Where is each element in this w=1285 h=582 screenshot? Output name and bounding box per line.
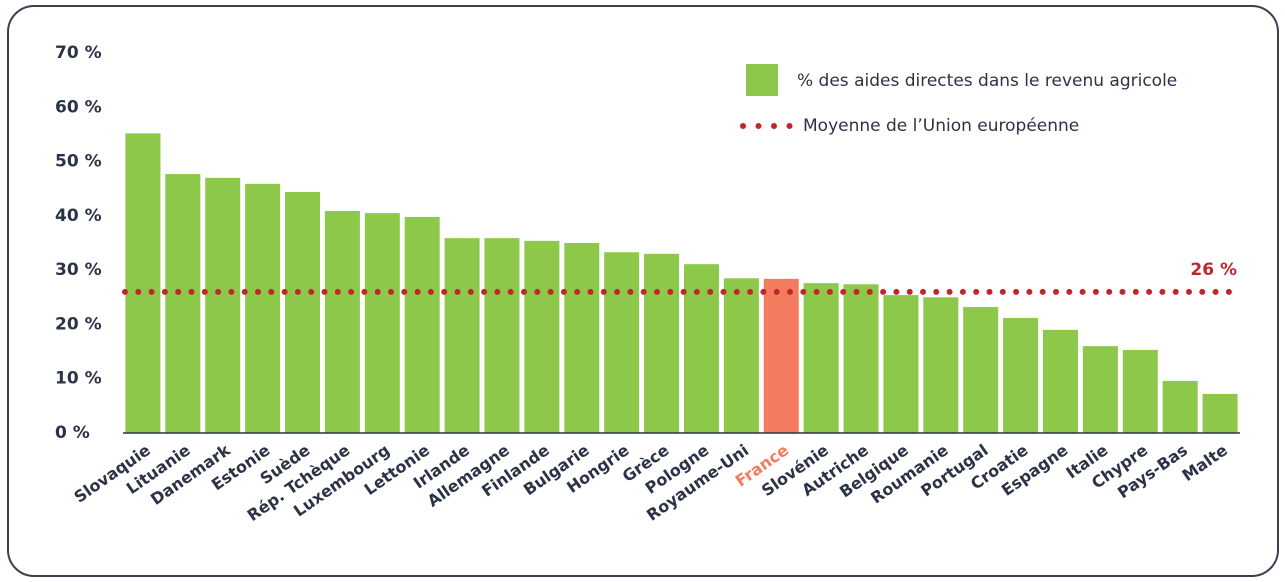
bar bbox=[404, 216, 440, 433]
bar bbox=[683, 264, 719, 433]
bar bbox=[205, 177, 241, 433]
y-tick-label: 40 % bbox=[55, 206, 102, 226]
bar bbox=[324, 210, 360, 433]
bar bbox=[245, 183, 281, 433]
y-tick-label: 60 % bbox=[55, 97, 102, 117]
bar bbox=[1162, 380, 1198, 433]
y-tick-label: 30 % bbox=[55, 260, 102, 280]
bar bbox=[444, 238, 480, 433]
bar bbox=[923, 297, 959, 433]
bar bbox=[883, 295, 919, 433]
bar bbox=[843, 284, 879, 433]
y-tick-label: 70 % bbox=[55, 43, 102, 63]
bar bbox=[285, 191, 321, 433]
bar bbox=[125, 133, 161, 434]
bar bbox=[524, 240, 560, 433]
bar bbox=[1003, 317, 1039, 433]
bar bbox=[364, 213, 400, 433]
y-tick-label: 20 % bbox=[55, 314, 102, 334]
legend-average-label: Moyenne de l’Union européenne bbox=[803, 116, 1079, 136]
bar bbox=[564, 243, 600, 433]
frame bbox=[7, 5, 1279, 577]
bar bbox=[604, 252, 640, 433]
legend-swatch bbox=[746, 64, 778, 96]
y-tick-label: 50 % bbox=[55, 152, 102, 172]
bar bbox=[165, 174, 201, 434]
y-tick-label: 10 % bbox=[55, 369, 102, 389]
bar bbox=[644, 253, 680, 433]
legend-label: % des aides directes dans le revenu agri… bbox=[797, 71, 1177, 91]
bar bbox=[763, 278, 799, 433]
bar bbox=[1042, 329, 1078, 433]
bar bbox=[1122, 349, 1158, 433]
bar bbox=[1082, 346, 1118, 433]
average-label: 26 % bbox=[1190, 260, 1237, 280]
bar bbox=[484, 238, 520, 433]
bar bbox=[723, 278, 759, 433]
bar bbox=[1202, 393, 1238, 433]
bar bbox=[803, 283, 839, 433]
y-tick-label: 0 % bbox=[55, 423, 90, 443]
x-tick-label: Malte bbox=[1178, 440, 1231, 485]
bar bbox=[963, 307, 999, 433]
